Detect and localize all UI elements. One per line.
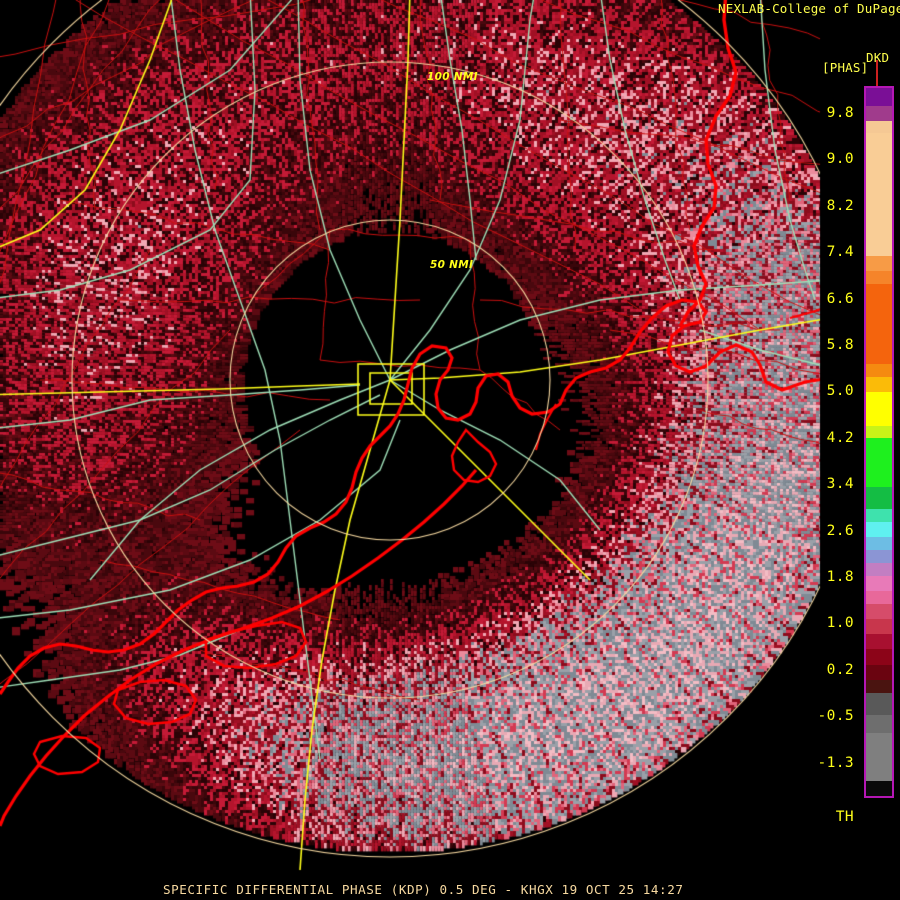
colorbar-segment	[866, 487, 892, 509]
colorbar[interactable]	[864, 86, 894, 798]
product-moment-label: [PHAS]	[822, 60, 869, 75]
colorbar-segment	[866, 733, 892, 781]
radar-site-code-label: DKD	[866, 50, 890, 65]
colorbar-segment	[866, 576, 892, 592]
range-ring-label-100nmi: 100 NMI	[427, 71, 478, 83]
colorbar-segment	[866, 271, 892, 285]
colorbar-segment	[866, 426, 892, 438]
colorbar-segment	[866, 363, 892, 377]
colorbar-tick-label: -1.3	[817, 754, 854, 771]
colorbar-segment	[866, 120, 892, 133]
colorbar-tick-label: 2.6	[826, 522, 854, 539]
colorbar-segment	[866, 284, 892, 364]
colorbar-segment	[866, 714, 892, 733]
colorbar-segment	[866, 106, 892, 121]
colorbar-gradient	[866, 88, 892, 796]
colorbar-tick-label: 1.8	[826, 569, 854, 585]
colorbar-segment	[866, 619, 892, 635]
colorbar-segment	[866, 680, 892, 694]
colorbar-frame	[864, 86, 894, 798]
colorbar-segment	[866, 693, 892, 715]
colorbar-segment	[866, 549, 892, 564]
colorbar-segment	[866, 521, 892, 537]
colorbar-segment	[866, 256, 892, 272]
colorbar-tick-label: 5.8	[826, 337, 854, 353]
colorbar-segment	[866, 563, 892, 577]
colorbar-segment	[866, 391, 892, 427]
colorbar-segment	[866, 665, 892, 681]
colorbar-segment	[866, 780, 892, 796]
colorbar-tick-label: 4.2	[826, 429, 854, 446]
nexlab-credit-label: NEXLAB-College of DuPage	[718, 1, 900, 16]
colorbar-tick-label: 9.0	[826, 151, 854, 168]
colorbar-tick-label: 3.4	[826, 476, 854, 493]
colorbar-segment	[866, 536, 892, 550]
colorbar-tick-label: 5.0	[826, 383, 854, 400]
colorbar-tick-label: 6.6	[826, 290, 854, 307]
colorbar-segment	[866, 648, 892, 666]
colorbar-tick-label: 0.2	[826, 661, 854, 678]
colorbar-threshold-label: TH	[835, 809, 854, 825]
colorbar-segment	[866, 88, 892, 107]
colorbar-tick-label: 8.2	[826, 197, 854, 214]
colorbar-segment	[866, 591, 892, 605]
colorbar-segment	[866, 437, 892, 488]
range-ring-label-50nmi: 50 NMI	[430, 259, 474, 271]
colorbar-tick-label: 7.4	[826, 244, 854, 261]
colorbar-segment	[866, 508, 892, 522]
colorbar-tick-label: -0.5	[817, 708, 854, 725]
colorbar-stem-line	[876, 60, 878, 88]
colorbar-segment	[866, 376, 892, 392]
colorbar-segment	[866, 604, 892, 620]
colorbar-tick-label: 1.0	[826, 615, 854, 632]
colorbar-tick-label: 9.8	[826, 105, 854, 121]
colorbar-segment	[866, 634, 892, 649]
colorbar-segment	[866, 132, 892, 257]
product-status-footer: SPECIFIC DIFFERENTIAL PHASE (KDP) 0.5 DE…	[163, 882, 684, 897]
